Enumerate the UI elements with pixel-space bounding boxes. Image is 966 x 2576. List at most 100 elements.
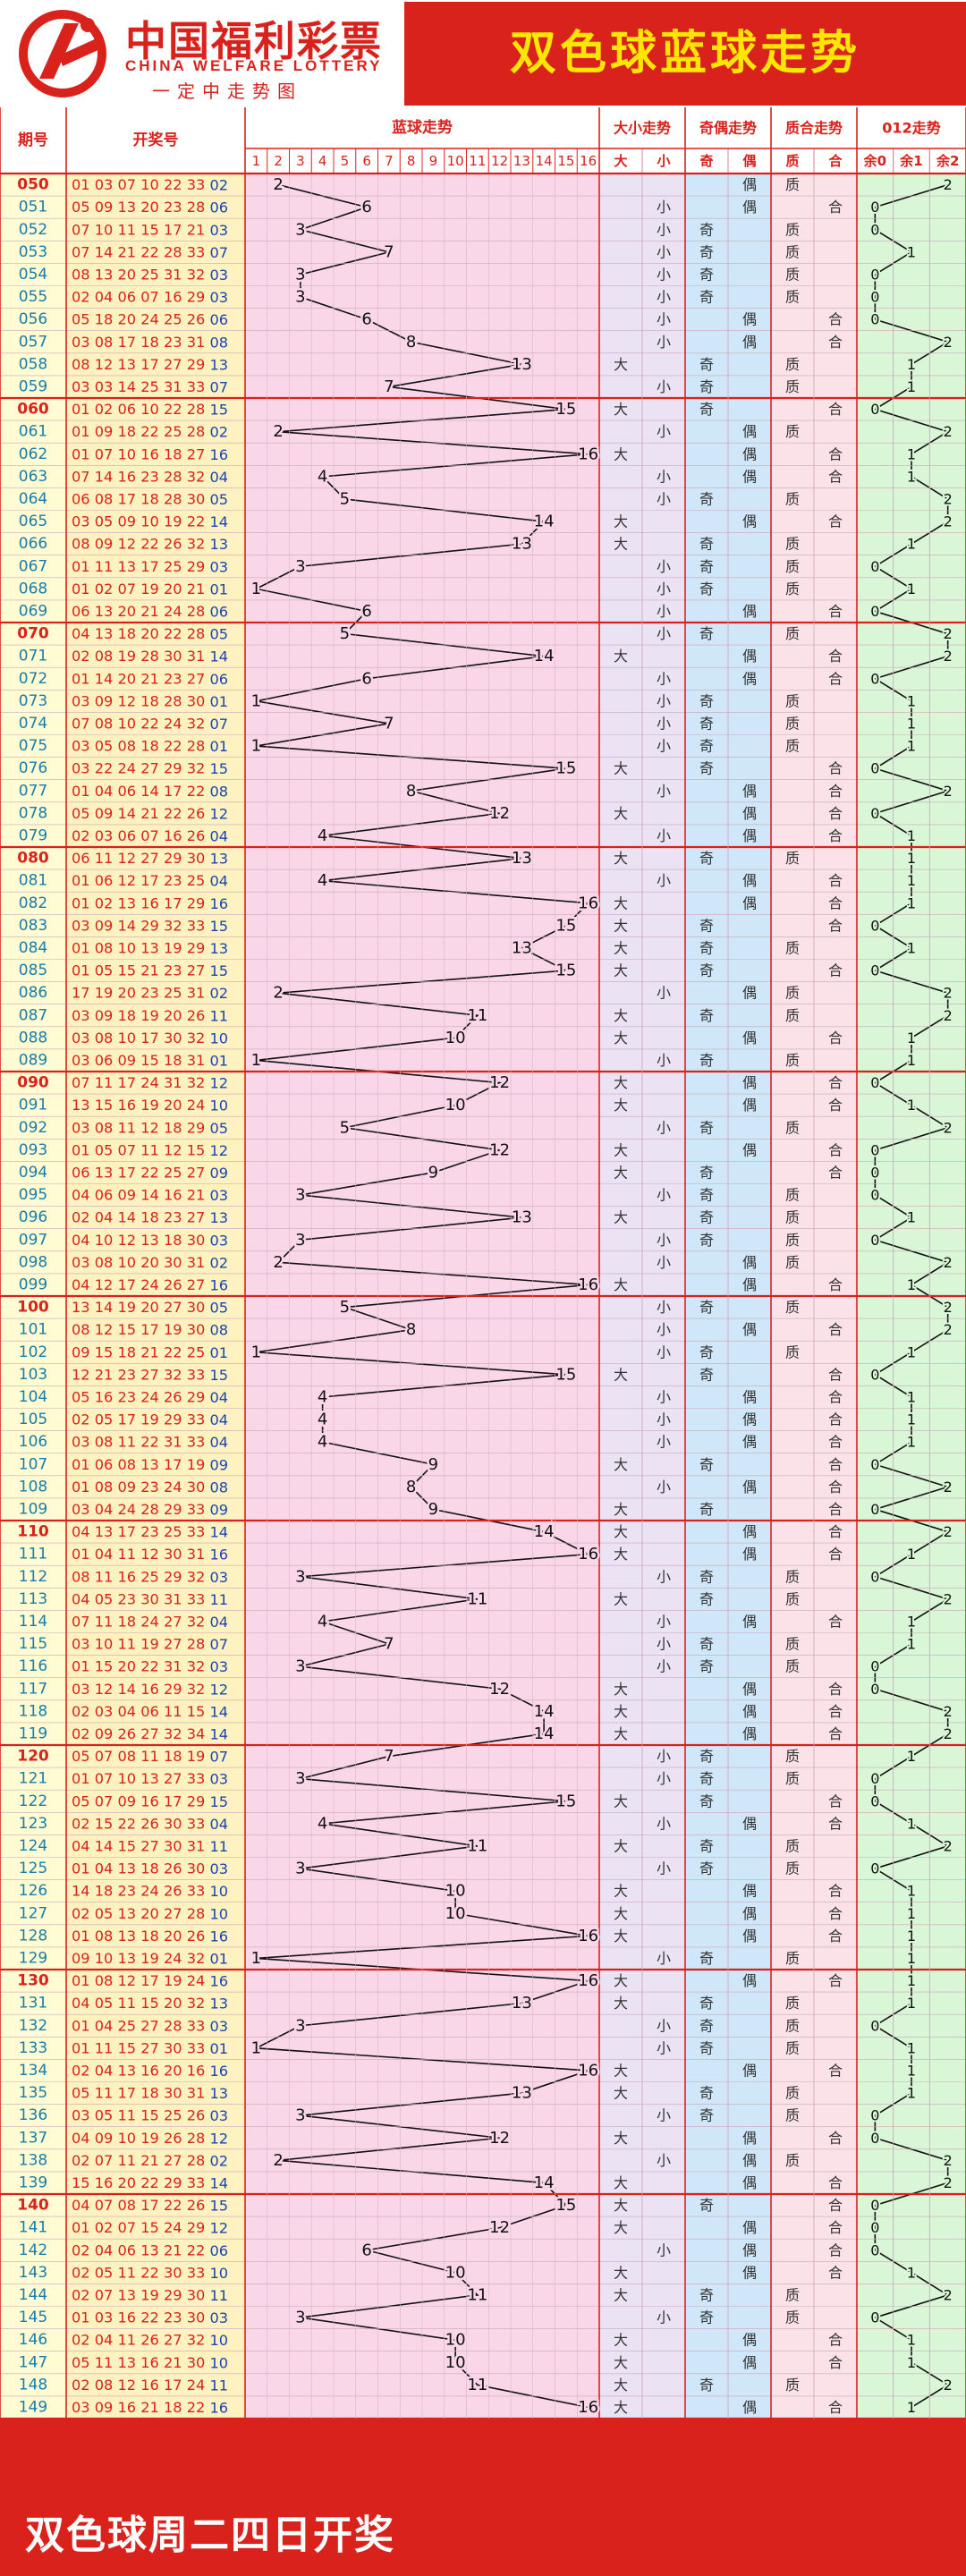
blue-ball-113: 11 <box>467 1589 487 1608</box>
draw-numbers-098: 03 08 10 20 30 31 02 <box>72 1254 228 1271</box>
period-147: 147 <box>19 2353 47 2371</box>
draw-numbers-060: 01 02 06 10 22 28 15 <box>72 401 228 418</box>
prime-059: 质 <box>785 378 800 395</box>
draw-numbers-114: 07 11 18 24 27 32 04 <box>72 1613 228 1630</box>
period-065: 065 <box>19 513 47 530</box>
prime-105: 合 <box>828 1411 843 1428</box>
parity-102: 奇 <box>699 1343 714 1360</box>
draw-numbers-076: 03 22 24 27 29 32 15 <box>72 760 228 777</box>
period-103: 103 <box>19 1366 47 1384</box>
blue-col-header-12: 12 <box>491 153 508 169</box>
header-prime: 质合走势 <box>785 120 843 137</box>
parity-112: 奇 <box>699 1568 714 1585</box>
draw-numbers-065: 03 05 09 10 19 22 14 <box>72 513 228 530</box>
prime-109: 合 <box>828 1501 843 1518</box>
blue-ball-110: 14 <box>534 1522 555 1541</box>
mod-119: 2 <box>944 1725 953 1742</box>
mod-063: 1 <box>907 468 916 485</box>
parity-084: 奇 <box>699 939 714 956</box>
period-107: 107 <box>19 1455 47 1473</box>
draw-numbers-071: 02 08 19 28 30 31 14 <box>72 648 228 665</box>
size-077: 小 <box>657 783 671 800</box>
size-139: 大 <box>614 2174 628 2191</box>
prime-090: 合 <box>828 1074 843 1091</box>
period-091: 091 <box>19 1097 47 1114</box>
parity-094: 奇 <box>699 1164 714 1181</box>
prime-077: 合 <box>828 783 843 800</box>
mod-131: 1 <box>907 1995 916 2012</box>
blue-ball-104: 4 <box>318 1387 327 1406</box>
prime-094: 合 <box>828 1164 843 1181</box>
draw-numbers-137: 04 09 10 19 26 28 12 <box>72 2130 228 2147</box>
blue-ball-105: 4 <box>318 1411 327 1429</box>
blue-ball-084: 13 <box>512 938 532 957</box>
size-058: 大 <box>614 356 628 373</box>
size-078: 大 <box>614 805 628 822</box>
prime-078: 合 <box>828 805 843 822</box>
period-093: 093 <box>19 1141 47 1159</box>
size-067: 小 <box>657 558 671 575</box>
blue-col-header-2: 2 <box>274 153 283 169</box>
blue-ball-075: 1 <box>251 737 261 756</box>
blue-col-header-8: 8 <box>407 153 416 169</box>
mod-090: 0 <box>870 1074 879 1091</box>
period-114: 114 <box>19 1613 47 1631</box>
header-blue: 蓝球走势 <box>392 118 453 137</box>
header-mod: 012走势 <box>882 120 940 137</box>
blue-ball-141: 12 <box>489 2218 510 2237</box>
parity-134: 偶 <box>742 2062 757 2079</box>
prime-051: 合 <box>828 199 843 216</box>
period-081: 081 <box>19 872 47 890</box>
draw-numbers-138: 02 07 11 21 27 28 02 <box>72 2152 228 2169</box>
draw-numbers-144: 02 07 13 19 29 30 11 <box>72 2286 228 2303</box>
mod-sub-1: 余1 <box>899 153 922 169</box>
period-064: 064 <box>19 490 47 508</box>
prime-053: 质 <box>785 243 800 260</box>
mod-055: 0 <box>870 289 879 306</box>
period-050: 050 <box>17 176 49 194</box>
blue-col-header-15: 15 <box>557 153 574 169</box>
mod-053: 1 <box>907 243 916 260</box>
parity-083: 奇 <box>699 917 714 934</box>
draw-numbers-072: 01 14 20 21 23 27 06 <box>72 670 228 687</box>
size-102: 小 <box>657 1343 671 1360</box>
size-085: 大 <box>614 962 628 979</box>
parity-061: 偶 <box>742 423 757 440</box>
size-114: 小 <box>657 1613 671 1630</box>
size-087: 大 <box>614 1007 628 1024</box>
prime-096: 质 <box>785 1209 800 1226</box>
draw-numbers-087: 03 09 18 19 20 26 11 <box>72 1007 228 1024</box>
period-105: 105 <box>19 1411 47 1428</box>
size-073: 小 <box>657 692 671 709</box>
period-056: 056 <box>19 310 47 328</box>
parity-069: 偶 <box>742 603 757 620</box>
blue-ball-143: 10 <box>445 2263 466 2282</box>
period-136: 136 <box>19 2106 47 2124</box>
period-137: 137 <box>19 2129 47 2147</box>
blue-ball-133: 1 <box>251 2038 261 2057</box>
period-100: 100 <box>17 1299 49 1317</box>
prime-103: 合 <box>828 1366 843 1383</box>
draw-numbers-095: 04 06 09 14 16 21 03 <box>72 1187 228 1204</box>
blue-ball-072: 6 <box>361 669 371 688</box>
size-051: 小 <box>657 199 671 216</box>
period-063: 063 <box>19 468 47 486</box>
size-095: 小 <box>657 1187 671 1204</box>
mod-066: 1 <box>907 536 916 553</box>
prime-067: 质 <box>785 558 800 575</box>
blue-ball-061: 2 <box>273 422 283 441</box>
period-058: 058 <box>19 355 47 373</box>
parity-103: 奇 <box>699 1366 714 1383</box>
mod-148: 2 <box>944 2377 953 2394</box>
mod-095: 0 <box>870 1187 879 1204</box>
parity-097: 奇 <box>699 1232 714 1249</box>
period-138: 138 <box>19 2151 47 2169</box>
draw-numbers-063: 07 14 16 23 28 32 04 <box>72 468 228 485</box>
parity-121: 奇 <box>699 1770 714 1787</box>
draw-numbers-122: 05 07 09 16 17 29 15 <box>72 1792 228 1809</box>
size-148: 大 <box>614 2377 628 2394</box>
blue-ball-073: 1 <box>251 691 261 710</box>
mod-079: 1 <box>907 827 916 844</box>
blue-ball-093: 12 <box>489 1140 510 1159</box>
